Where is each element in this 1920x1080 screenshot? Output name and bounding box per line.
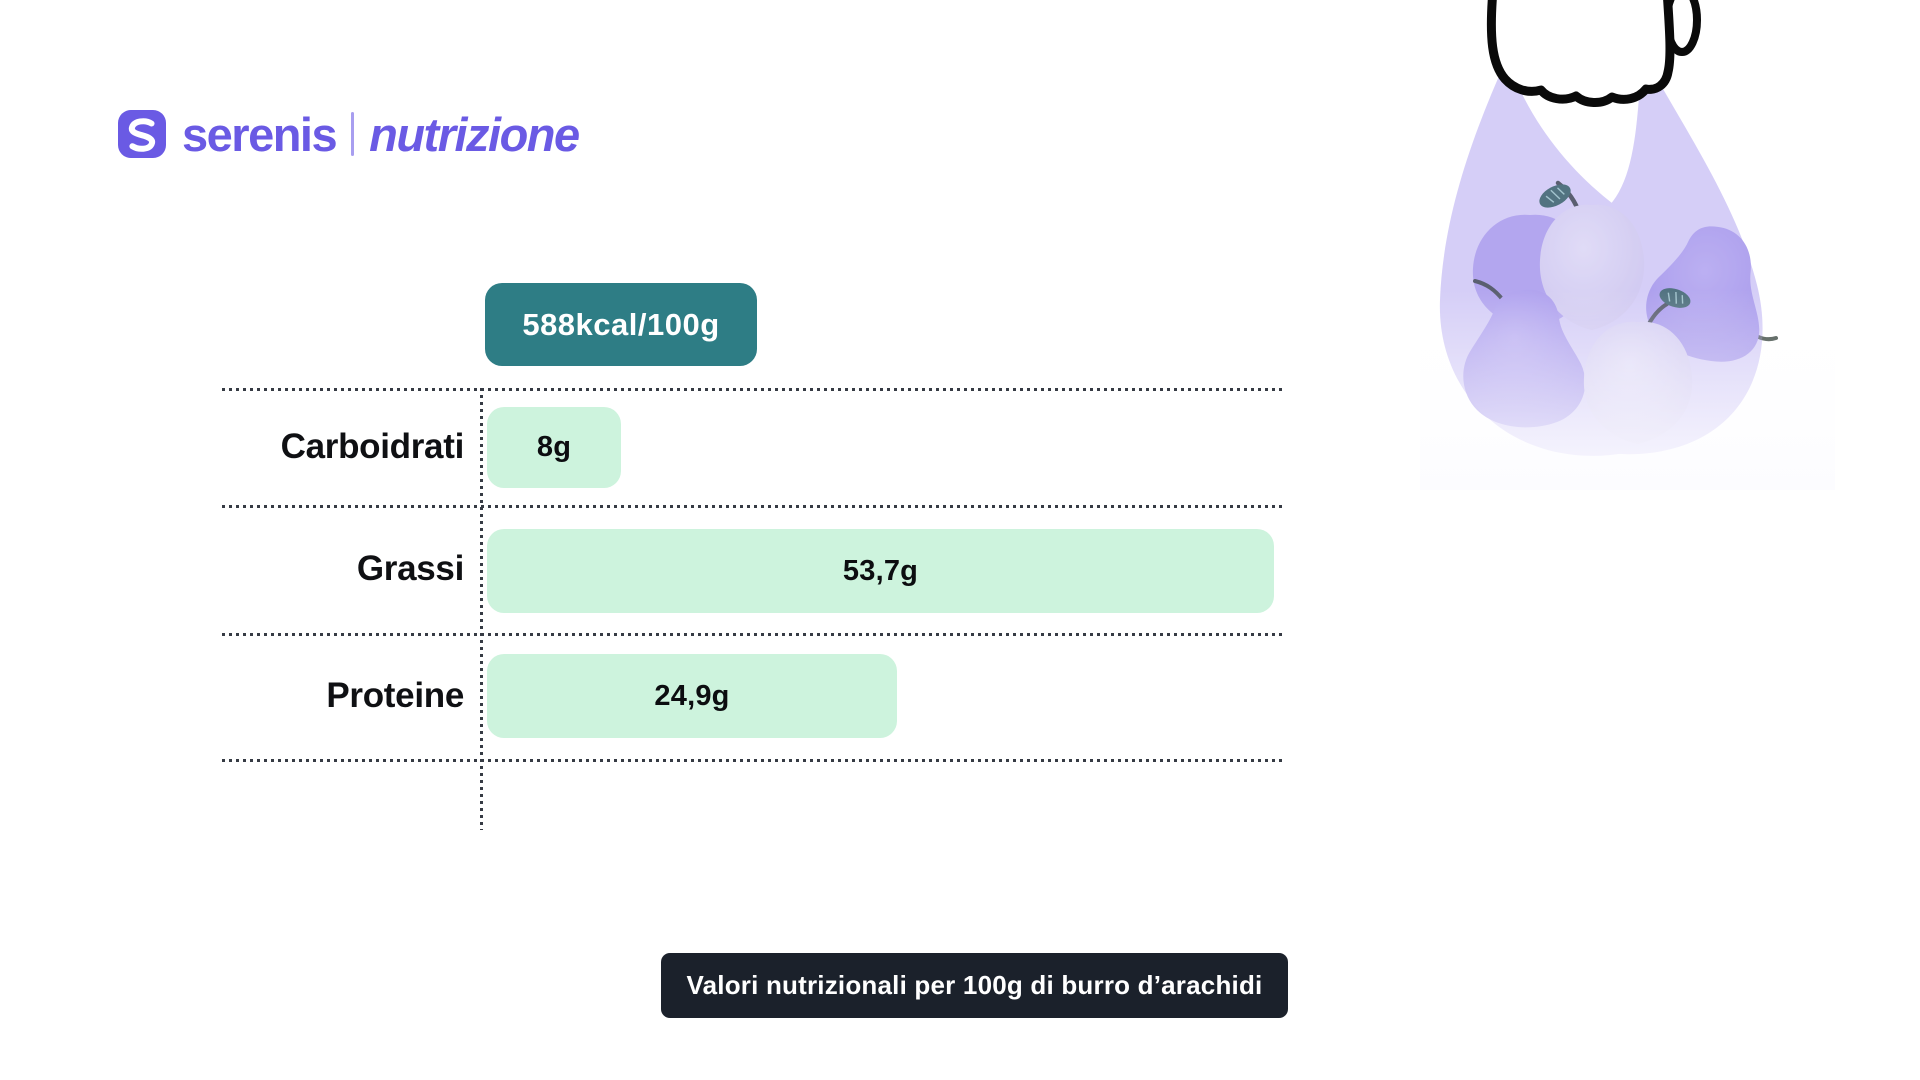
category-label: Proteine	[326, 676, 464, 715]
axis-line	[480, 388, 483, 830]
bag-fade	[1420, 290, 1835, 490]
value-label: 8g	[536, 431, 572, 463]
value-bar: 24,9g	[487, 654, 897, 738]
grid-line	[222, 633, 1283, 636]
brand-name: serenis	[182, 107, 338, 161]
value-label: 24,9g	[654, 679, 730, 712]
grid-line	[222, 388, 1283, 391]
grid-line	[222, 505, 1283, 508]
brand-separator	[351, 112, 355, 156]
brand-logo: serenis nutrizione	[118, 107, 580, 161]
category-label: Carboidrati	[280, 426, 465, 466]
serenis-s-icon	[118, 110, 166, 158]
category-label: Grassi	[356, 549, 464, 588]
hand-holding-bag-illustration	[1420, 0, 1835, 490]
brand-suffix: nutrizione	[369, 107, 580, 161]
calories-badge: 588kcal/100g	[485, 283, 757, 366]
leaf-icon	[1539, 184, 1571, 208]
hand-fist	[1486, 0, 1701, 107]
value-bar: 53,7g	[487, 529, 1274, 613]
value-label: 53,7g	[842, 554, 919, 587]
grid-line	[222, 759, 1283, 762]
value-bar: 8g	[487, 407, 621, 488]
chart-caption: Valori nutrizionali per 100g di burro d’…	[661, 953, 1288, 1018]
